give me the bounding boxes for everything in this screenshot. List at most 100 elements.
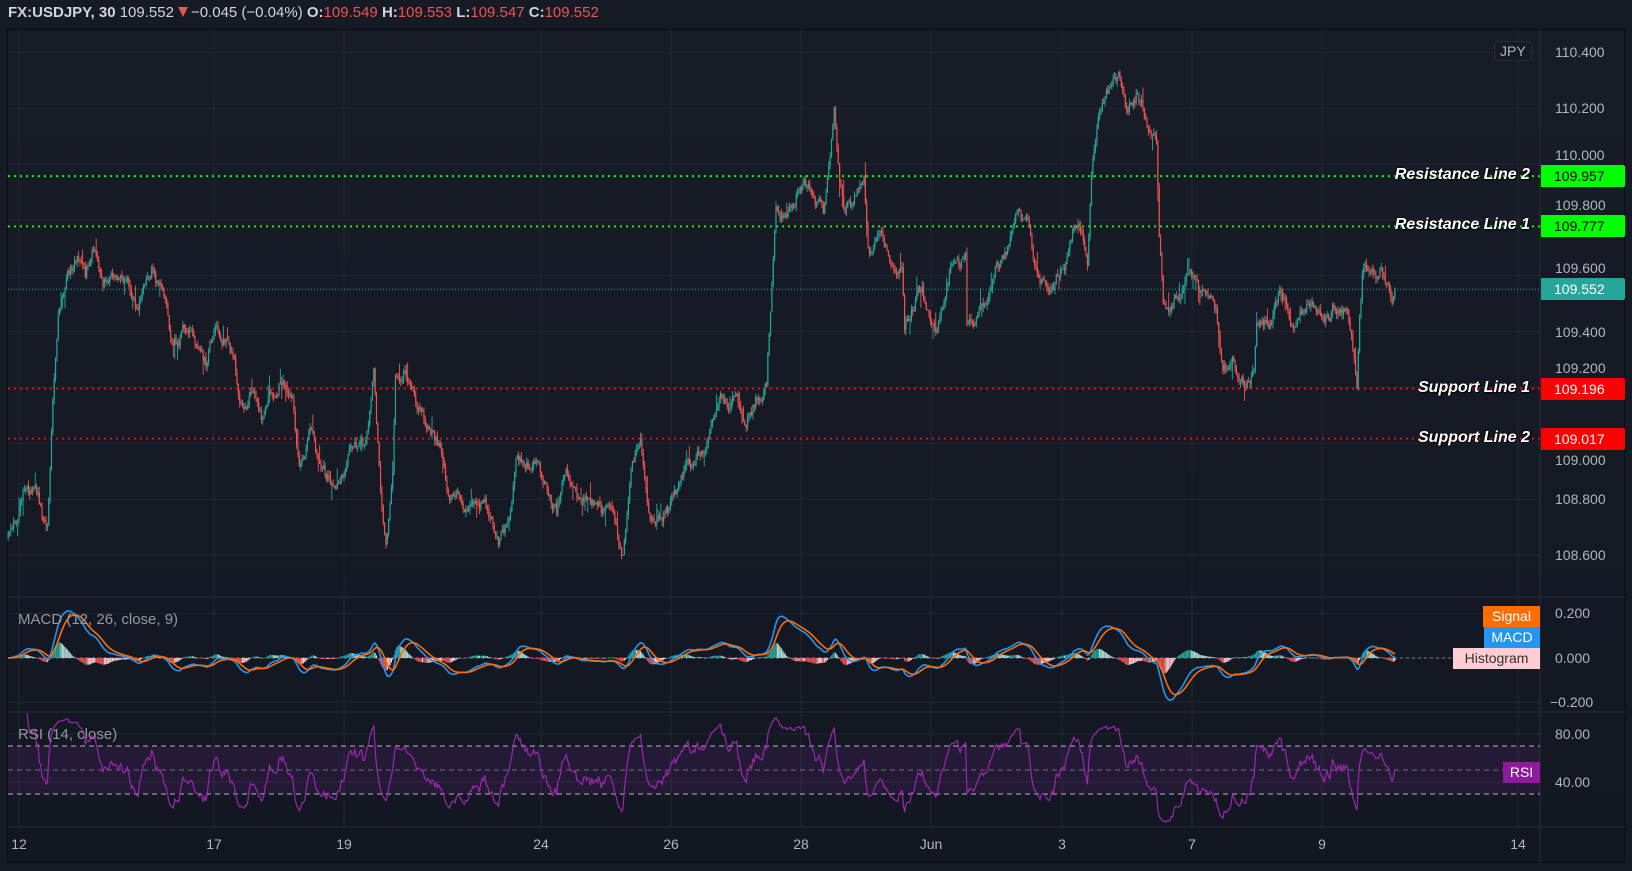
candle-body <box>519 456 521 462</box>
candle-body <box>466 509 468 512</box>
candle-body <box>457 491 459 494</box>
candle-up <box>252 387 254 394</box>
histogram-bar <box>799 657 801 662</box>
histogram-bar <box>393 654 395 658</box>
candle-body <box>394 376 397 424</box>
candle-up <box>706 438 708 455</box>
candle-up <box>1012 223 1014 235</box>
candle-body <box>811 193 814 196</box>
histogram-bar <box>467 657 470 658</box>
histogram-bar <box>1180 654 1182 658</box>
candle-body <box>1189 271 1191 273</box>
candle-down <box>1242 373 1244 387</box>
candle-body <box>1012 227 1014 232</box>
histogram-bar <box>465 657 467 659</box>
histogram-bar <box>1177 656 1179 658</box>
high-value: 109.553 <box>397 4 453 21</box>
histogram-bar <box>64 647 66 658</box>
histogram-bar <box>541 657 543 661</box>
histogram-bar <box>1247 656 1250 658</box>
candle-body <box>1292 326 1294 328</box>
candle-body <box>890 260 892 266</box>
candle-up <box>1169 306 1171 318</box>
candle-body <box>1090 174 1093 206</box>
candle-body <box>668 508 670 513</box>
candle-body <box>918 287 921 290</box>
candle-body <box>329 476 332 485</box>
candle-down <box>82 249 84 270</box>
histogram-bar <box>939 657 941 659</box>
symbol-legend[interactable]: FX:USDJPY, 30 109.552 −0.045 (−0.04%) O:1… <box>8 4 599 21</box>
candle-down <box>1238 373 1240 385</box>
histogram-bar <box>1214 657 1216 659</box>
histogram-bar <box>1024 657 1026 659</box>
candle-body <box>241 402 244 407</box>
histogram-bar <box>1380 657 1382 659</box>
candle-body <box>1005 252 1007 255</box>
candle-body <box>14 521 16 524</box>
candle-down <box>1063 264 1066 275</box>
candle-body <box>379 465 382 492</box>
candle-up <box>1302 308 1304 316</box>
histogram-bar <box>748 657 750 662</box>
candle-body <box>296 430 298 446</box>
histogram-bar <box>509 655 512 658</box>
candle-down <box>741 408 743 425</box>
histogram-bar <box>488 657 490 658</box>
histogram-bar <box>1070 653 1072 658</box>
candle-body <box>539 464 541 473</box>
candle-down <box>644 460 646 481</box>
candle-body <box>199 349 202 351</box>
candle-body <box>1384 277 1386 283</box>
candle-up <box>771 281 773 313</box>
candle-body <box>1063 268 1066 271</box>
candle-body <box>660 517 662 519</box>
candle-body <box>72 268 74 271</box>
candle-body <box>98 261 100 269</box>
histogram-bar <box>1317 657 1319 659</box>
histogram-bar <box>538 657 540 659</box>
histogram-bar <box>876 657 879 660</box>
candle-body <box>1011 231 1013 236</box>
macd-title[interactable]: MACD (12, 26, close, 9) <box>18 611 179 628</box>
candle-body <box>1348 309 1350 321</box>
candle-body <box>140 297 142 301</box>
candle-body <box>1099 113 1101 118</box>
candle-down <box>585 491 587 503</box>
candle-body <box>625 531 627 542</box>
candle-down <box>556 498 558 517</box>
histogram-bar <box>472 655 474 658</box>
histogram-bar <box>1100 649 1102 658</box>
candle-body <box>1364 263 1366 269</box>
candle-down <box>690 459 692 472</box>
histogram-bar <box>604 657 606 659</box>
candle-body <box>118 278 120 280</box>
candle-up <box>969 314 971 327</box>
candle-body <box>1303 310 1305 312</box>
candle-down <box>883 234 885 248</box>
histogram-bar <box>515 650 517 658</box>
candle-body <box>1116 76 1118 82</box>
candle-down <box>1080 221 1082 236</box>
histogram-bar <box>860 657 862 658</box>
candle-body <box>415 395 417 403</box>
histogram-bar <box>737 657 739 660</box>
candle-down <box>229 342 231 356</box>
candle-down <box>416 401 418 415</box>
level-name: Resistance Line 2 <box>1394 166 1530 184</box>
currency-badge[interactable]: JPY <box>1494 41 1532 61</box>
candle-body <box>792 205 795 209</box>
candle-body <box>803 180 806 183</box>
candle-down <box>1292 322 1294 334</box>
histogram-bar <box>366 656 368 658</box>
candle-down <box>1158 182 1160 238</box>
rsi-title[interactable]: RSI (14, close) <box>18 726 118 743</box>
candle-up <box>752 403 754 420</box>
histogram-bar <box>1066 654 1068 658</box>
candle-down <box>1168 292 1170 316</box>
candle-body <box>1306 304 1308 312</box>
candle-body <box>206 362 208 367</box>
candle-body <box>734 395 736 397</box>
candle-up <box>373 368 375 387</box>
